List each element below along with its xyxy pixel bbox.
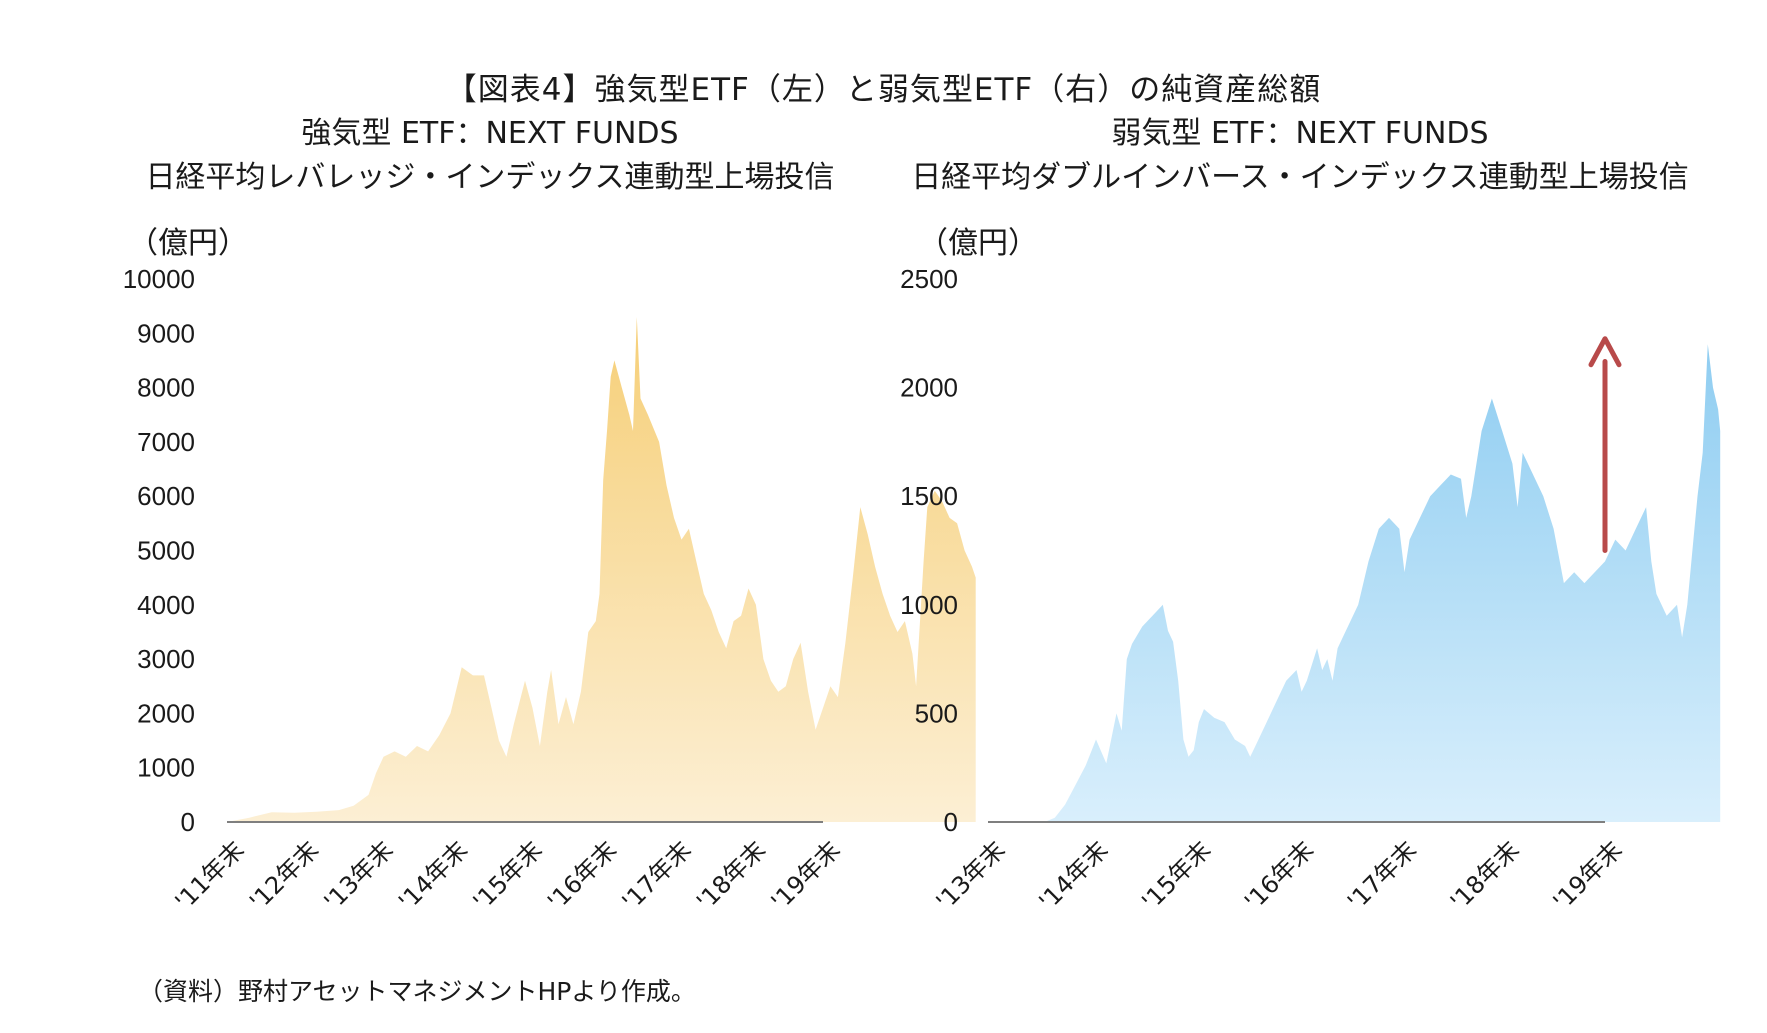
left-x-tick-label: '12年末: [244, 836, 324, 916]
right-x-tick-label: '13年末: [931, 836, 1011, 916]
right-y-tick-label: 1500: [900, 481, 958, 511]
left-y-tick-label: 5000: [137, 536, 195, 566]
right-x-tick-label: '18年末: [1445, 836, 1525, 916]
right-y-tick-label: 2000: [900, 373, 958, 403]
left-x-tick-label: '11年末: [170, 836, 250, 916]
left-area-chart: 0100020003000400050006000700080009000100…: [123, 264, 976, 916]
trend-arrow-head: [1588, 336, 1622, 368]
left-chart-subtitle-line1: 強気型 ETF：NEXT FUNDS: [301, 116, 679, 151]
left-y-tick-label: 3000: [137, 644, 195, 674]
right-chart-subtitle-line2: 日経平均ダブルインバース・インデックス連動型上場投信: [911, 160, 1689, 195]
right-x-tick-label: '19年末: [1548, 836, 1628, 916]
right-unit-label: （億円）: [918, 226, 1038, 261]
right-x-tick-label: '16年末: [1239, 836, 1319, 916]
main-title: 【図表4】強気型ETF（左）と弱気型ETF（右）の純資産総額: [445, 72, 1322, 108]
source-note: （資料）野村アセットマネジメントHPより作成。: [138, 977, 696, 1006]
left-y-tick-label: 1000: [137, 753, 195, 783]
left-y-tick-label: 8000: [137, 373, 195, 403]
right-y-tick-label: 500: [915, 698, 958, 728]
left-chart-subtitle: 強気型 ETF：NEXT FUNDS 日経平均レバレッジ・インデックス連動型上場…: [120, 112, 860, 200]
left-x-tick-label: '18年末: [691, 836, 771, 916]
right-chart-subtitle: 弱気型 ETF：NEXT FUNDS 日経平均ダブルインバース・インデックス連動…: [900, 112, 1700, 200]
right-y-tick-label: 2500: [900, 264, 958, 294]
left-x-tick-label: '13年末: [319, 836, 399, 916]
left-chart-subtitle-line2: 日経平均レバレッジ・インデックス連動型上場投信: [145, 160, 835, 195]
left-y-tick-label: 10000: [123, 264, 195, 294]
left-y-tick-label: 9000: [137, 318, 195, 348]
right-area-chart: 0 500 1000 1500 2000 2500 '13年末 '14年末 '15年末 '16年末…: [900, 264, 1721, 916]
left-x-tick-label: '16年末: [542, 836, 622, 916]
left-x-tick-label: '19年末: [766, 836, 846, 916]
left-y-tick-label: 2000: [137, 698, 195, 728]
left-y-tick-label: 4000: [137, 590, 195, 620]
right-chart-subtitle-line1: 弱気型 ETF：NEXT FUNDS: [1111, 116, 1489, 151]
right-x-tick-label: '17年末: [1342, 836, 1422, 916]
left-area-series: [227, 317, 976, 822]
right-y-tick-label: 1000: [900, 590, 958, 620]
left-y-tick-label: 7000: [137, 427, 195, 457]
left-x-tick-label: '17年末: [617, 836, 697, 916]
left-x-tick-label: '14年末: [393, 836, 473, 916]
right-x-tick-label: '14年末: [1034, 836, 1114, 916]
left-y-tick-label: 6000: [137, 481, 195, 511]
left-x-tick-label: '15年末: [468, 836, 548, 916]
right-x-tick-label: '15年末: [1136, 836, 1216, 916]
left-unit-label: （億円）: [128, 226, 248, 261]
right-area-series: [1044, 344, 1721, 822]
right-y-tick-label: 0: [944, 807, 958, 837]
left-y-tick-label: 0: [181, 807, 195, 837]
